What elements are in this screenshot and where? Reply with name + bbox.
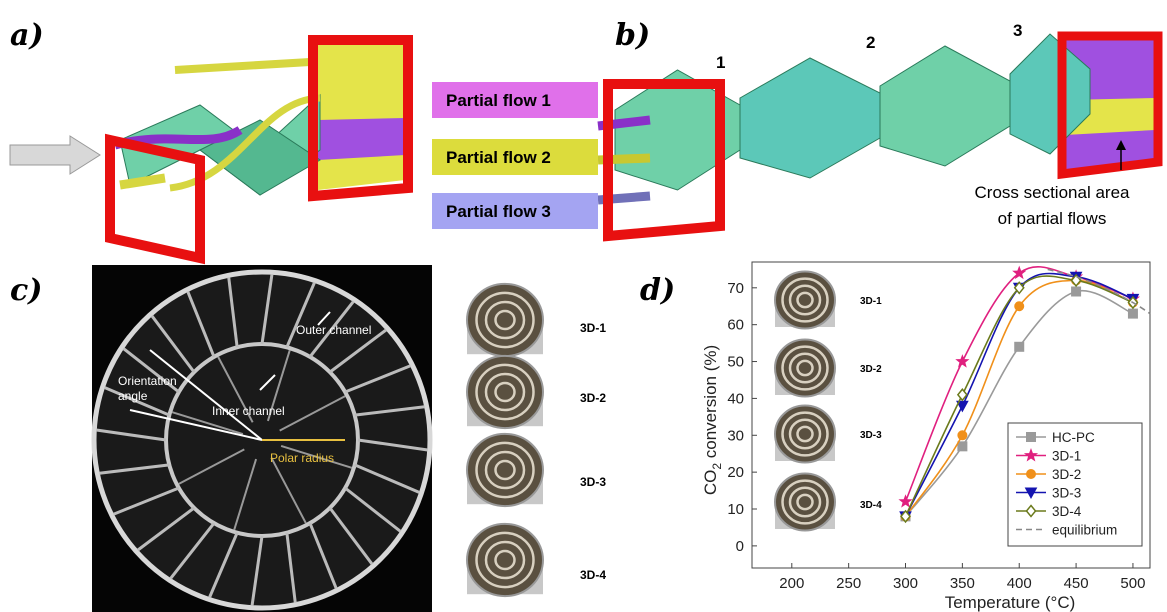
panel-label: a): [10, 18, 44, 53]
image-label: Outer channel: [296, 323, 371, 337]
sample-label: 3D-3: [580, 475, 606, 489]
sample-photo: [467, 434, 543, 506]
y-tick-label: 30: [727, 427, 744, 444]
section-number: 1: [716, 53, 725, 72]
marker: [1015, 302, 1024, 311]
y-axis-title-part: CO: [701, 470, 720, 496]
partial-flow-arrow: [120, 178, 165, 185]
frame-fill: [318, 45, 405, 190]
section-number: 2: [866, 33, 875, 52]
annotation: Cross sectional area: [975, 183, 1131, 202]
y-axis-title: CO2 conversion (%): [701, 345, 724, 495]
marker: [1072, 287, 1081, 296]
inset-photo: [775, 340, 835, 397]
legend-marker: [1027, 433, 1036, 442]
marker: [958, 431, 967, 440]
inset-label: 3D-2: [860, 364, 882, 375]
panel-label: d): [640, 273, 675, 308]
y-tick-label: 10: [727, 501, 744, 518]
inset-label: 3D-1: [860, 296, 882, 307]
x-tick-label: 250: [836, 575, 861, 592]
x-tick-label: 450: [1064, 575, 1089, 592]
x-axis-title: Temperature (°C): [945, 593, 1076, 612]
marker: [957, 356, 968, 367]
sample-label: 3D-1: [580, 321, 606, 335]
image-label: Polar radius: [270, 451, 334, 465]
legend-label: HC-PC: [1052, 430, 1095, 445]
section-number: 3: [1013, 21, 1022, 40]
flow-arrow: [10, 136, 100, 174]
y-tick-label: 0: [736, 538, 744, 555]
x-tick-label: 500: [1120, 575, 1145, 592]
sample-photo: [467, 284, 543, 356]
flow-label: Partial flow 2: [446, 148, 551, 167]
frame-fill: [318, 118, 405, 160]
flow-label: Partial flow 1: [446, 91, 551, 110]
y-tick-label: 40: [727, 390, 744, 407]
y-tick-label: 50: [727, 354, 744, 371]
sample-label: 3D-4: [580, 568, 606, 582]
image-label: Inner channel: [212, 404, 285, 418]
inset-photo: [775, 272, 835, 329]
marker: [1015, 342, 1024, 351]
legend-label: 3D-1: [1052, 449, 1081, 464]
x-tick-label: 200: [779, 575, 804, 592]
inset-photo: [775, 474, 835, 531]
legend-label: 3D-3: [1052, 486, 1081, 501]
panel-label: c): [10, 273, 42, 308]
image-label: Orientation: [118, 374, 177, 388]
marker: [1128, 309, 1137, 318]
marker: [900, 496, 911, 507]
inset-label: 3D-3: [860, 430, 882, 441]
x-tick-label: 400: [1007, 575, 1032, 592]
figure: a) b) c) d) Partial flow 1 Partial flow …: [0, 0, 1167, 612]
partial-flow-arrow: [175, 62, 310, 70]
panel-label: b): [615, 18, 650, 53]
sample-photo: [467, 356, 543, 428]
annotation: of partial flows: [998, 209, 1107, 228]
inset-photo: [775, 406, 835, 463]
ribbon: [740, 58, 880, 178]
legend-label: 3D-4: [1052, 504, 1082, 519]
inset-label: 3D-4: [860, 500, 882, 511]
y-tick-label: 60: [727, 317, 744, 334]
sample-label: 3D-2: [580, 391, 606, 405]
x-tick-label: 350: [950, 575, 975, 592]
legend-label: 3D-2: [1052, 467, 1081, 482]
legend-marker: [1027, 470, 1036, 479]
y-axis-title-part: conversion (%): [701, 345, 720, 463]
image-label: angle: [118, 389, 148, 403]
y-tick-label: 20: [727, 464, 744, 481]
sample-photo: [467, 524, 543, 596]
y-tick-label: 70: [727, 280, 744, 297]
marker: [958, 442, 967, 451]
ribbon: [880, 46, 1010, 166]
x-tick-label: 300: [893, 575, 918, 592]
legend-label: equilibrium: [1052, 523, 1117, 538]
flow-label: Partial flow 3: [446, 202, 551, 221]
